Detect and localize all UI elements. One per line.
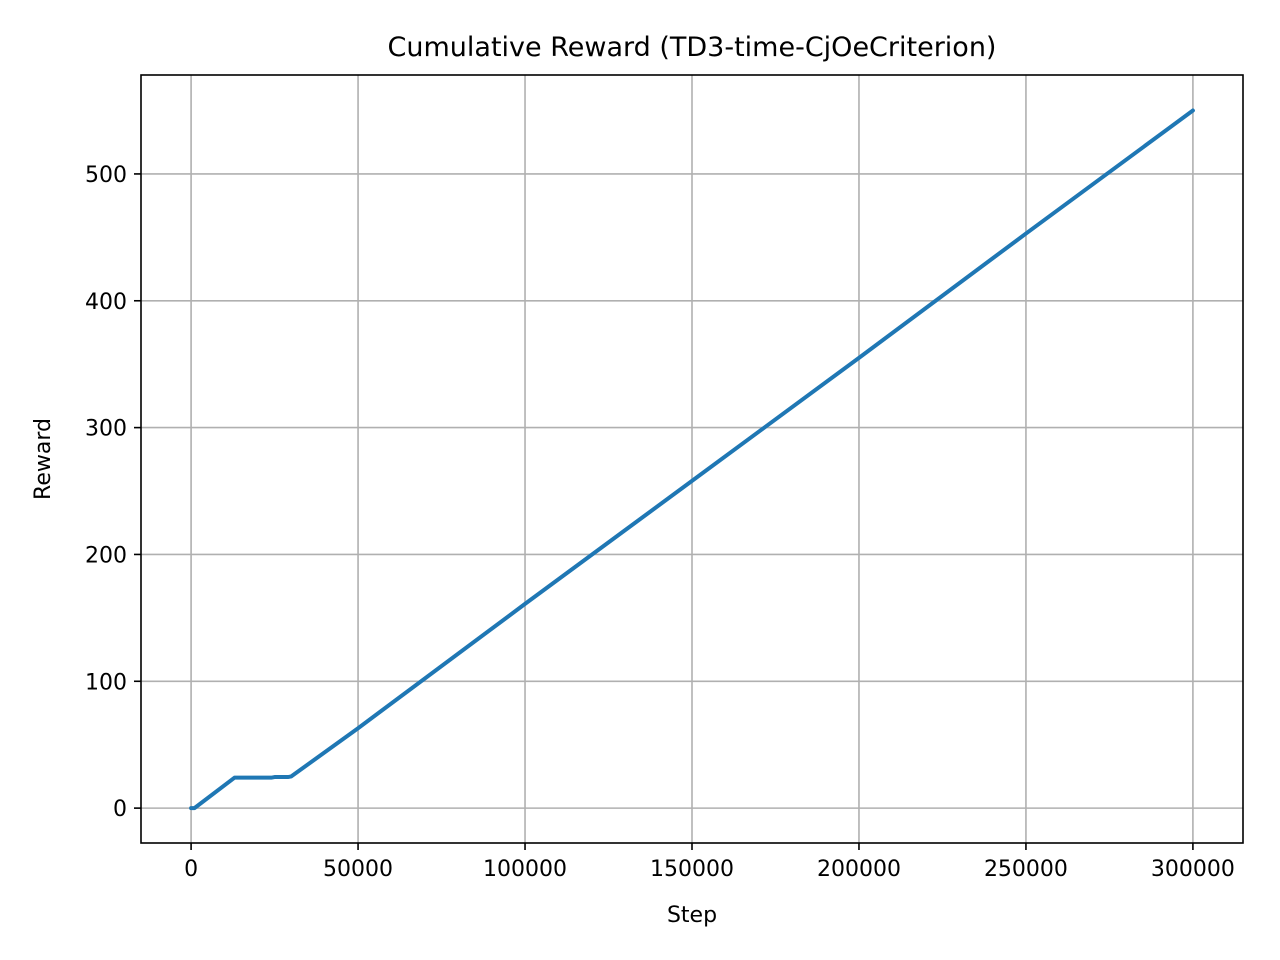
y-tick-label: 400 [85,290,127,315]
y-tick-label: 100 [85,670,127,695]
y-axis-label: Reward [31,418,56,500]
x-tick-label: 200000 [817,857,901,882]
series-line-cumulative-reward [189,108,1195,811]
axis-ticks: 0 50000 100000 150000 200000 250000 300000 0 100… [85,163,1235,882]
y-tick-label: 0 [113,797,127,822]
y-tick-label: 200 [85,543,127,568]
grid-lines [141,75,1243,843]
series-layer [189,108,1195,811]
x-tick-label: 300000 [1151,857,1235,882]
x-tick-label: 50000 [323,857,393,882]
chart-title: Cumulative Reward (TD3-time-CjOeCriterio… [388,32,997,63]
x-tick-label: 150000 [650,857,734,882]
y-tick-label: 500 [85,163,127,188]
x-axis-label: Step [667,903,717,928]
x-tick-label: 100000 [483,857,567,882]
x-tick-label: 0 [184,857,198,882]
x-tick-label: 250000 [984,857,1068,882]
y-tick-label: 300 [85,417,127,442]
